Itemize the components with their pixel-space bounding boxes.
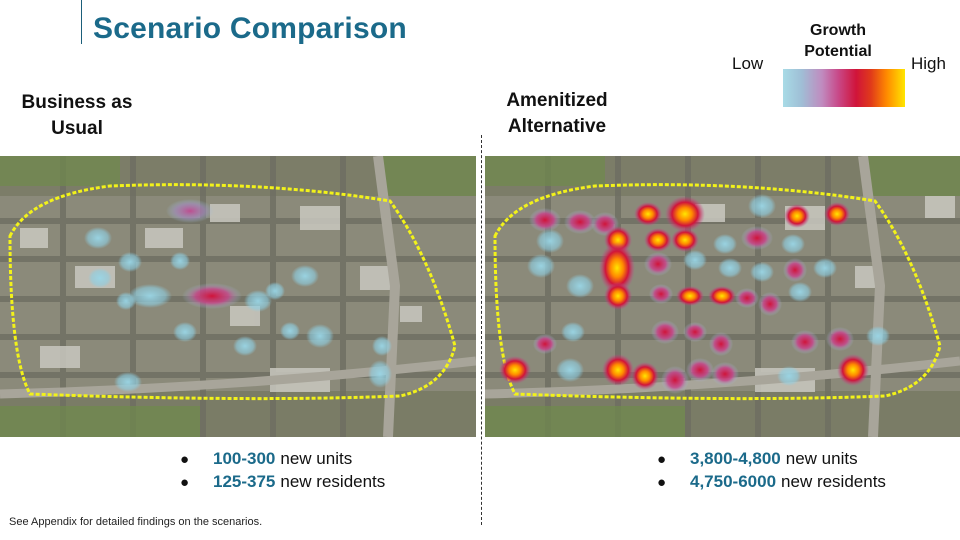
title-accent-rule [81,0,82,44]
page-title: Scenario Comparison [93,12,407,45]
map-amenitized-alternative [485,156,960,437]
legend-low-label: Low [732,54,764,73]
aerial-heatmap-left [0,156,476,437]
study-area-boundary [8,183,457,401]
bullet-new-residents: ● 4,750-6000 new residents [657,471,886,494]
bullet-value: 3,800-4,800 [690,449,781,468]
bullets-amenitized-alternative: ● 3,800-4,800 new units ● 4,750-6000 new… [657,448,886,494]
scenario-label-line1: Business as [21,92,133,113]
legend-title-line2: Potential [804,43,872,60]
aerial-heatmap-right [485,156,960,437]
bullet-text: new residents [781,472,886,491]
bullet-new-units: ● 100-300 new units [180,448,385,471]
bullet-text: new residents [280,472,386,491]
legend-title: Growth Potential [790,20,886,62]
bullet-value: 125-375 [213,472,276,491]
legend-title-line1: Growth [810,22,866,39]
legend-high-label: High [911,54,946,73]
scenario-label-line2: Usual [51,118,103,139]
scenario-label-line1: Amenitized [506,90,608,111]
scenario-divider [481,135,482,525]
bullet-new-residents: ● 125-375 new residents [180,471,385,494]
bullet-value: 100-300 [213,449,276,468]
bullet-glyph: ● [180,451,190,468]
scenario-label-line2: Alternative [507,116,607,137]
map-business-as-usual [0,156,476,437]
bullet-glyph: ● [657,474,667,491]
footnote: See Appendix for detailed findings on th… [9,516,263,528]
bullet-glyph: ● [180,474,190,491]
bullet-value: 4,750-6000 [690,472,777,491]
bullet-text: new units [280,449,353,468]
bullet-text: new units [785,449,858,468]
scenario-label-business-as-usual: Business as Usual [12,90,142,142]
bullets-business-as-usual: ● 100-300 new units ● 125-375 new reside… [180,448,385,494]
study-area-boundary [493,183,942,401]
bullet-new-units: ● 3,800-4,800 new units [657,448,886,471]
scenario-label-amenitized-alternative: Amenitized Alternative [492,88,622,140]
legend-gradient-bar [783,69,905,107]
bullet-glyph: ● [657,451,667,468]
